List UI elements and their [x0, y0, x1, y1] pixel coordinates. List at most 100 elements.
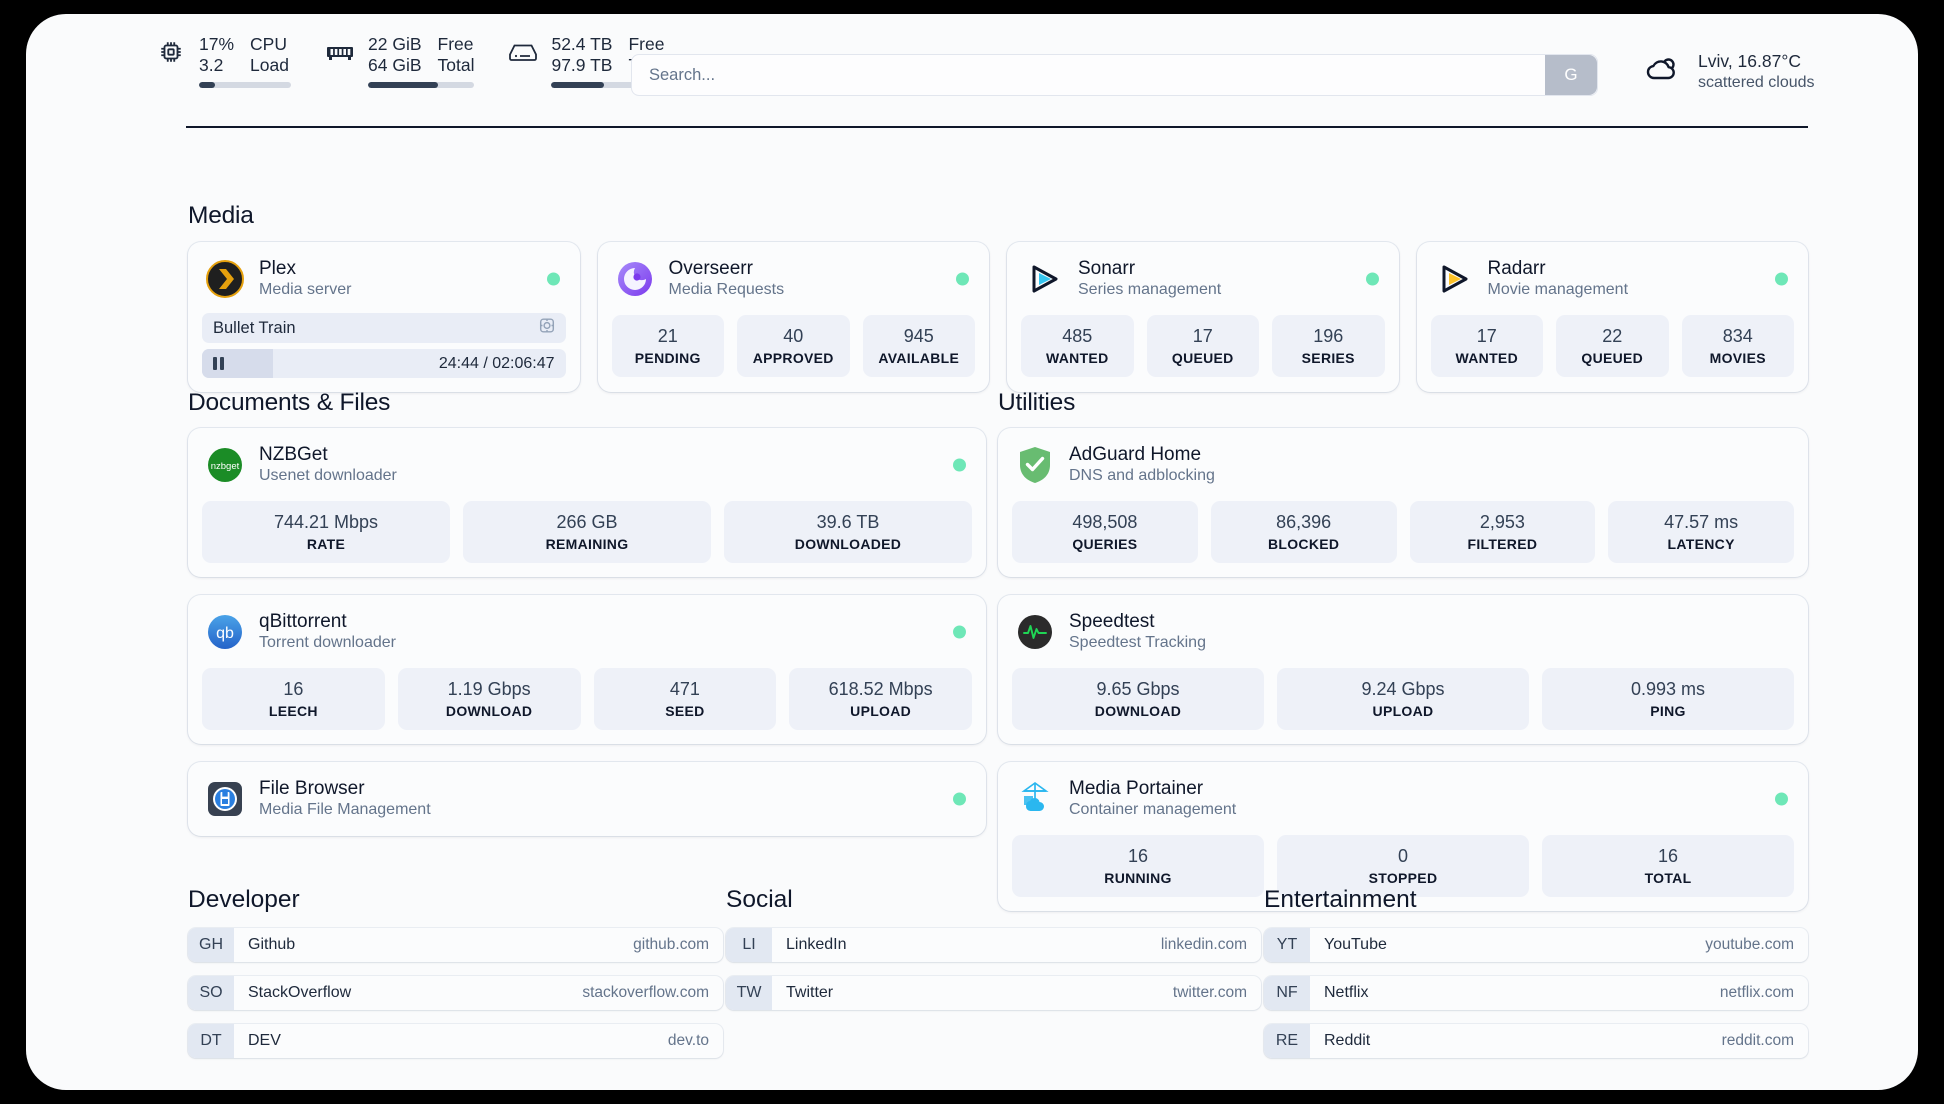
weather-widget: Lviv, 16.87°C scattered clouds	[1643, 51, 1815, 92]
sonarr-name: Sonarr	[1078, 258, 1136, 279]
bookmark-group-title: Developer	[188, 886, 300, 913]
stat-value: 9.65 Gbps	[1096, 679, 1180, 699]
utilities-card-column: AdGuard Home DNS and adblocking 498,508 …	[998, 428, 1808, 911]
bookmark-item[interactable]: DT DEV dev.to	[188, 1024, 723, 1058]
service-card-speedtest[interactable]: Speedtest Speedtest Tracking 9.65 Gbps D…	[998, 595, 1808, 744]
stat-label: AVAILABLE	[878, 350, 960, 366]
stat-box: 618.52 Mbps UPLOAD	[789, 668, 972, 730]
overseerr-name: Overseerr	[668, 258, 753, 279]
stat-label: QUEUED	[1581, 350, 1644, 366]
bookmark-group-social: Social LI LinkedIn linkedin.com TW Twitt…	[726, 886, 1261, 1024]
cpu-label-top: CPU	[250, 34, 287, 54]
service-card-media-portainer[interactable]: Media Portainer Container management 16 …	[998, 762, 1808, 911]
stat-box: 9.65 Gbps DOWNLOAD	[1012, 668, 1264, 730]
portainer-name: Media Portainer	[1069, 778, 1204, 799]
status-badge-radarr	[1775, 272, 1788, 285]
plex-now-playing[interactable]: Bullet Train	[202, 313, 566, 343]
stat-value: 196	[1313, 326, 1344, 346]
stat-label: TOTAL	[1644, 870, 1692, 886]
stat-value: 471	[669, 679, 700, 699]
stat-box: 498,508 QUERIES	[1012, 501, 1198, 563]
bookmark-item[interactable]: RE Reddit reddit.com	[1264, 1024, 1808, 1058]
stat-value: 744.21 Mbps	[273, 512, 379, 532]
stat-label: QUEUED	[1171, 350, 1234, 366]
memory-labels: Free Total	[438, 34, 475, 76]
stat-value: 16	[1127, 846, 1149, 866]
bookmark-url: github.com	[633, 936, 709, 953]
stat-value: 17	[1476, 326, 1497, 346]
stat-value: 834	[1722, 326, 1753, 346]
speedtest-icon	[1016, 613, 1054, 651]
section-title-utilities: Utilities	[998, 389, 1076, 416]
stat-box: 1.19 Gbps DOWNLOAD	[397, 668, 581, 730]
plex-progress-bar[interactable]: 24:44 / 02:06:47	[202, 349, 566, 378]
memory-values: 22 GiB 64 GiB	[368, 34, 422, 76]
service-card-plex[interactable]: Plex Media server Bullet Train	[188, 242, 580, 392]
stat-label: DOWNLOAD	[1094, 703, 1182, 719]
bookmark-name: Github	[248, 936, 296, 953]
stat-box: 16 RUNNING	[1012, 835, 1264, 897]
search-input[interactable]	[632, 55, 1545, 95]
service-card-file-browser[interactable]: File Browser Media File Management	[188, 762, 986, 836]
section-title-documents: Documents & Files	[188, 389, 391, 416]
status-badge-portainer	[1775, 792, 1788, 805]
bookmark-item[interactable]: NF Netflix netflix.com	[1264, 976, 1808, 1010]
bookmark-group-developer: Developer GH Github github.com SO StackO…	[188, 886, 723, 1072]
search-bar[interactable]: G	[631, 54, 1598, 96]
stat-box: 0.993 ms PING	[1542, 668, 1794, 730]
stat-value: 9.24 Gbps	[1361, 679, 1445, 699]
stat-label: DOWNLOAD	[445, 703, 533, 719]
bookmark-item[interactable]: LI LinkedIn linkedin.com	[726, 928, 1261, 962]
storage-values: 52.4 TB 97.9 TB	[551, 34, 612, 76]
status-badge-file-browser	[953, 792, 966, 805]
stat-value: 618.52 Mbps	[828, 679, 933, 699]
stat-value: 0	[1397, 846, 1408, 866]
service-card-adguard-home[interactable]: AdGuard Home DNS and adblocking 498,508 …	[998, 428, 1808, 577]
bookmark-abbr: YT	[1264, 928, 1310, 962]
status-badge-qbittorrent	[953, 625, 966, 638]
storage-usage-bar	[551, 82, 666, 88]
bookmark-url: reddit.com	[1721, 1032, 1794, 1049]
stat-label: DOWNLOADED	[794, 536, 902, 552]
service-card-radarr[interactable]: Radarr Movie management 17 WANTED 22 QUE…	[1416, 242, 1808, 392]
sonarr-subtitle: Series management	[1078, 281, 1222, 298]
stat-box: 266 GB REMAINING	[463, 501, 711, 563]
stat-value: 17	[1192, 326, 1213, 346]
memory-total: 64 GiB	[368, 55, 422, 75]
stat-box: 0 STOPPED	[1277, 835, 1529, 897]
bookmark-item[interactable]: SO StackOverflow stackoverflow.com	[188, 976, 723, 1010]
google-search-button[interactable]: G	[1545, 55, 1597, 95]
stat-value: 1.19 Gbps	[447, 679, 531, 699]
service-card-qbittorrent[interactable]: qb qBittorrent Torrent downloader 16 LEE…	[188, 595, 986, 744]
memory-ram-icon	[325, 34, 355, 70]
stat-value: 16	[1657, 846, 1679, 866]
bookmark-name: Twitter	[786, 984, 834, 1001]
cast-icon[interactable]	[538, 317, 556, 340]
bookmark-name: StackOverflow	[248, 984, 352, 1001]
service-card-nzbget[interactable]: nzbget NZBGet Usenet downloader 744.21 M…	[188, 428, 986, 577]
adguard-subtitle: DNS and adblocking	[1069, 467, 1215, 484]
stat-box: 16 LEECH	[202, 668, 385, 730]
pause-icon[interactable]	[213, 357, 224, 370]
qbittorrent-icon: qb	[206, 613, 244, 651]
service-card-sonarr[interactable]: Sonarr Series management 485 WANTED 17 Q…	[1007, 242, 1399, 392]
adguard-shield-icon	[1016, 446, 1054, 484]
stat-label: LATENCY	[1667, 536, 1735, 552]
stat-box: 17 QUEUED	[1146, 315, 1259, 377]
bookmark-item[interactable]: GH Github github.com	[188, 928, 723, 962]
cpu-load-value: 3.2	[199, 55, 224, 75]
bookmark-item[interactable]: YT YouTube youtube.com	[1264, 928, 1808, 962]
stat-label: REMAINING	[545, 536, 629, 552]
file-browser-subtitle: Media File Management	[259, 801, 431, 818]
service-card-overseerr[interactable]: Overseerr Media Requests 21 PENDING 40 A…	[597, 242, 989, 392]
bookmark-item[interactable]: TW Twitter twitter.com	[726, 976, 1261, 1010]
stat-value: 40	[783, 326, 804, 346]
stat-value: 945	[903, 326, 934, 346]
plex-time-display: 24:44 / 02:06:47	[438, 354, 555, 372]
speedtest-subtitle: Speedtest Tracking	[1069, 634, 1206, 651]
cpu-labels: CPU Load	[250, 34, 289, 76]
stat-label: PING	[1650, 703, 1686, 719]
header-divider	[186, 126, 1808, 128]
radarr-subtitle: Movie management	[1487, 281, 1629, 298]
weather-description: scattered clouds	[1698, 74, 1815, 91]
